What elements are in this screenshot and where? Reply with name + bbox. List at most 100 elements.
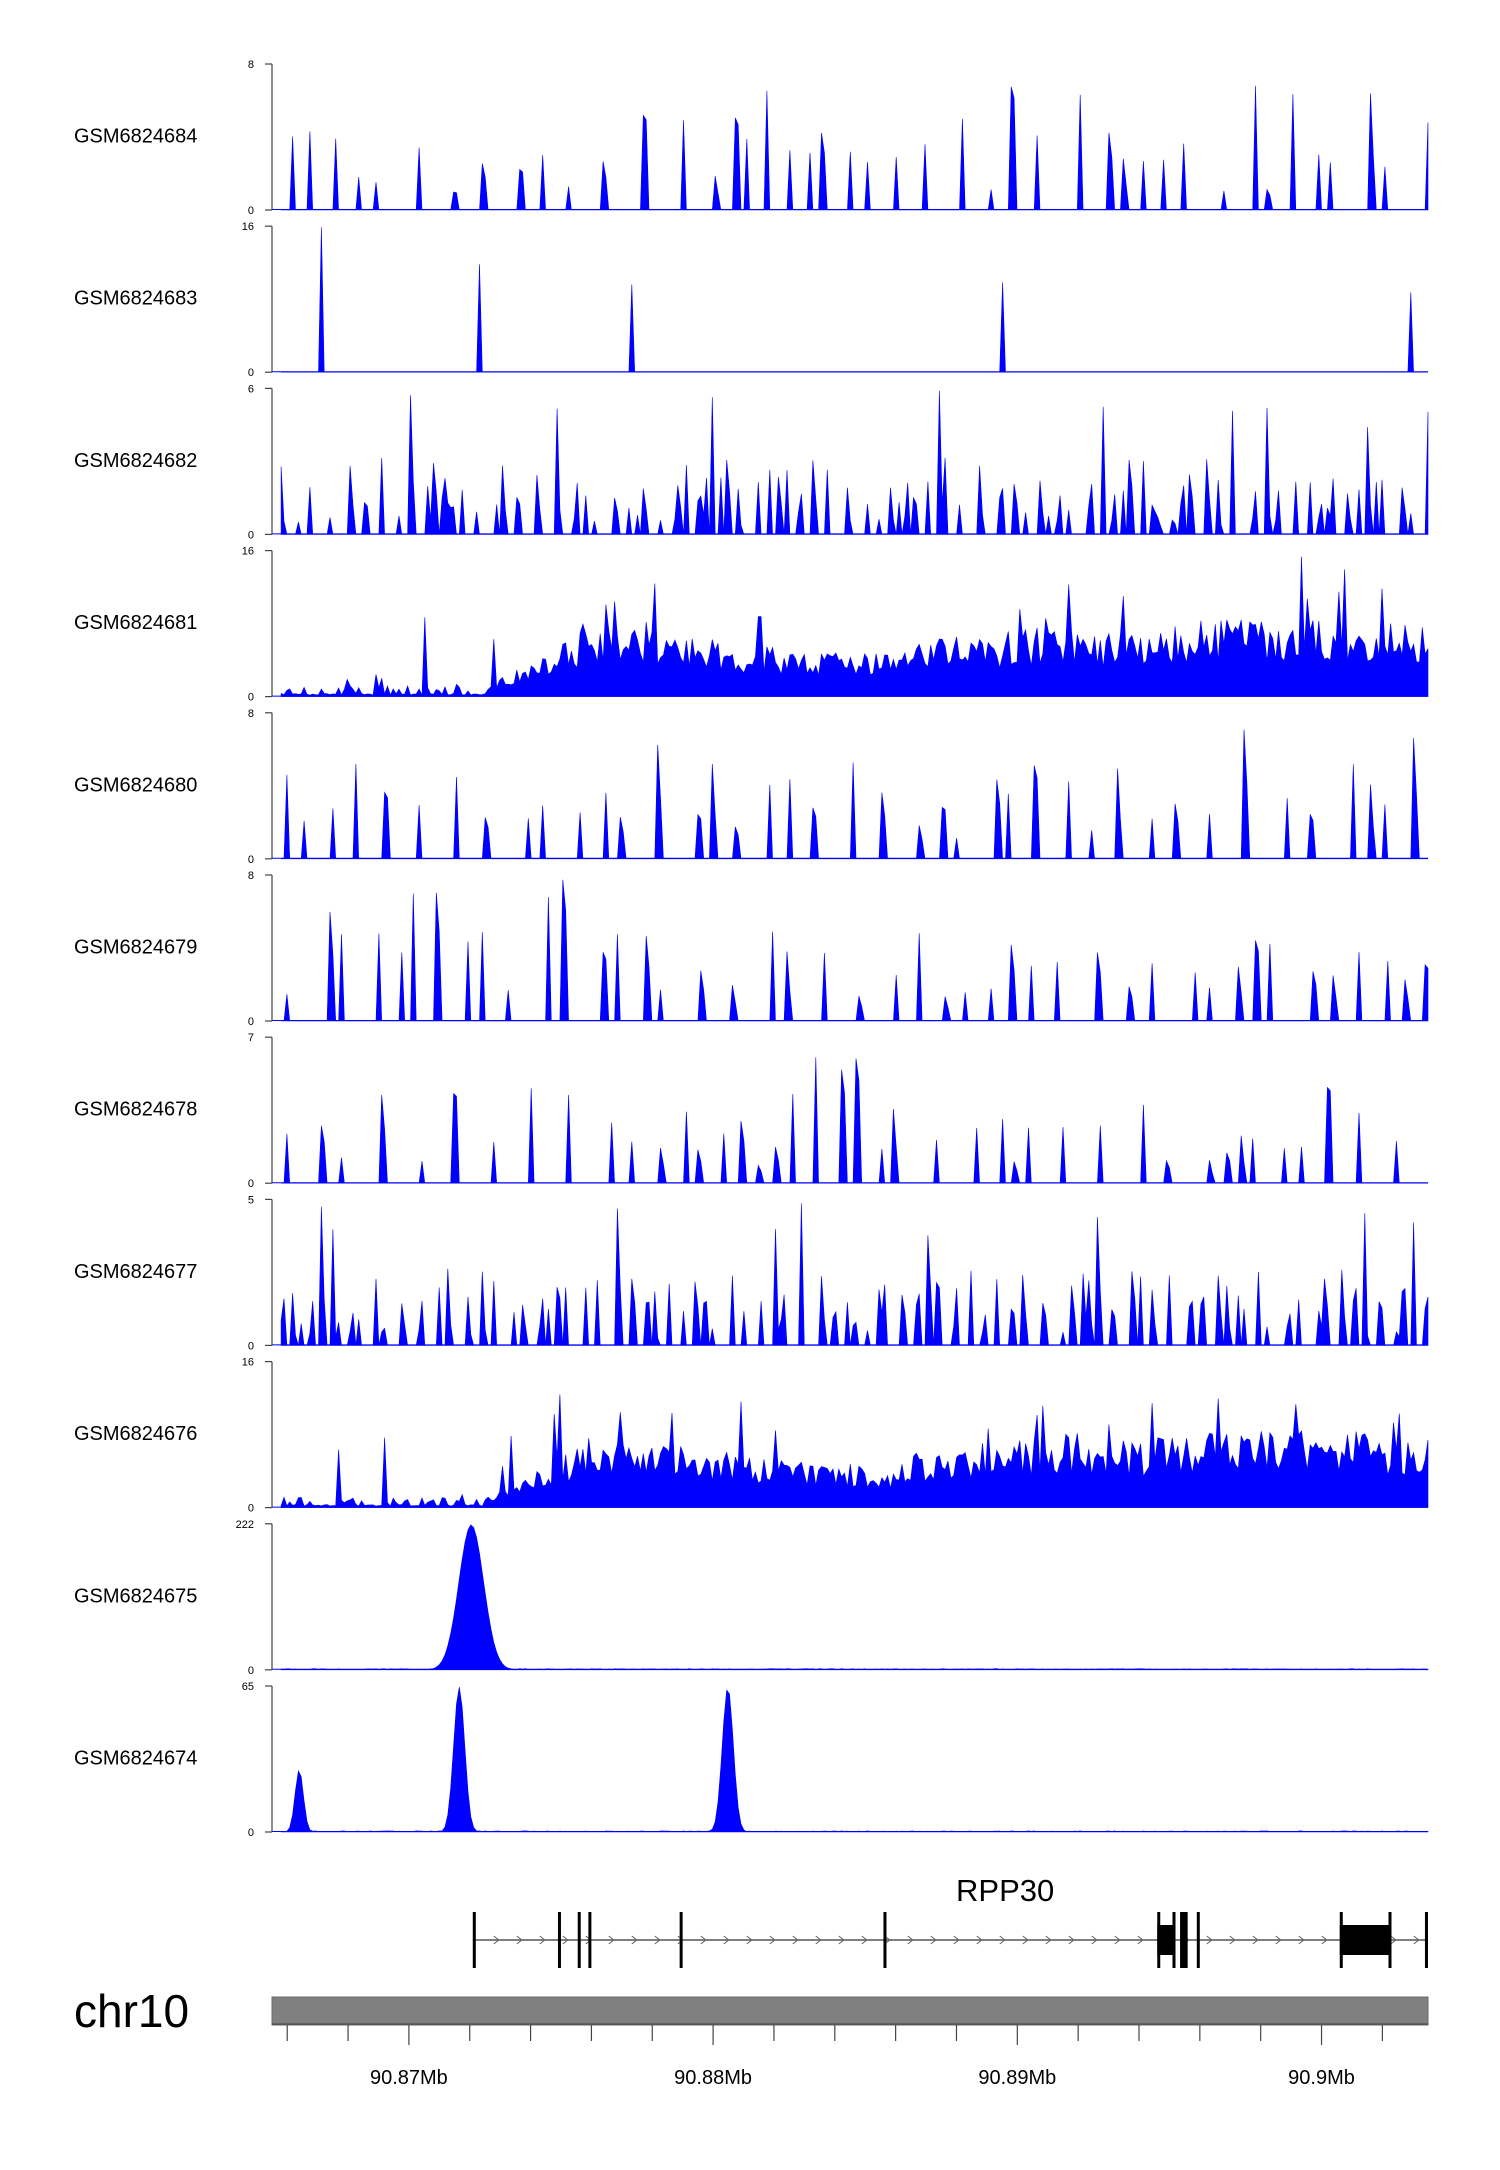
- strand-arrow: [1045, 1935, 1052, 1945]
- strand-arrow: [792, 1935, 799, 1945]
- coverage-area: [280, 390, 1429, 535]
- gene-name: RPP30: [956, 1873, 1054, 1908]
- track-label: GSM6824682: [74, 450, 197, 472]
- x-tick-label: 90.89Mb: [978, 2067, 1056, 2089]
- y-max-label: 65: [242, 1681, 254, 1693]
- strand-arrow: [677, 1935, 684, 1945]
- y-max-label: 16: [242, 221, 254, 233]
- y-min-label: 0: [248, 1178, 254, 1190]
- strand-arrow: [746, 1935, 753, 1945]
- strand-arrow: [1068, 1935, 1075, 1945]
- coverage-area: [281, 1057, 1428, 1184]
- strand-arrow: [1275, 1935, 1282, 1945]
- exon-edge: [1339, 1912, 1343, 1968]
- track-gsm6824683: GSM6824683 16 0: [74, 221, 1428, 379]
- track-label: GSM6824684: [74, 126, 197, 148]
- strand-arrow: [930, 1935, 937, 1945]
- strand-arrow: [1114, 1935, 1121, 1945]
- strand-arrow: [815, 1935, 822, 1945]
- coverage-area: [280, 1686, 1429, 1833]
- exon: [472, 1912, 476, 1968]
- coverage-area: [280, 1524, 1429, 1671]
- x-tick-label: 90.88Mb: [674, 2067, 752, 2089]
- strand-arrow: [700, 1935, 707, 1945]
- strand-arrow: [838, 1935, 845, 1945]
- coverage-area: [280, 1394, 1429, 1508]
- track-label: GSM6824683: [74, 288, 197, 310]
- y-min-label: 0: [248, 1016, 254, 1028]
- y-min-label: 0: [248, 529, 254, 541]
- track-gsm6824684: GSM6824684 8 0: [74, 59, 1429, 217]
- strand-arrow: [1229, 1935, 1236, 1945]
- exon: [679, 1912, 683, 1968]
- y-max-label: 5: [248, 1194, 254, 1206]
- x-tick-label: 90.87Mb: [370, 2067, 448, 2089]
- exon: [557, 1912, 561, 1968]
- y-min-label: 0: [248, 854, 254, 866]
- strand-arrow: [493, 1935, 500, 1945]
- y-min-label: 0: [248, 367, 254, 379]
- exon: [588, 1912, 592, 1968]
- y-min-label: 0: [248, 1827, 254, 1839]
- track-gsm6824674: GSM6824674 65 0: [74, 1681, 1429, 1839]
- track-label: GSM6824677: [74, 1261, 197, 1283]
- exon: [1180, 1912, 1188, 1968]
- coverage-area: [281, 729, 1428, 860]
- strand-arrow: [1390, 1935, 1397, 1945]
- strand-arrow: [654, 1935, 661, 1945]
- strand-arrow: [516, 1935, 523, 1945]
- y-max-label: 8: [248, 59, 254, 71]
- track-gsm6824679: GSM6824679 8 0: [74, 870, 1429, 1028]
- strand-arrow: [608, 1935, 615, 1945]
- coverage-tracks: GSM682468480GSM6824683160GSM682468260GSM…: [74, 59, 1429, 1839]
- track-label: GSM6824674: [74, 1748, 197, 1770]
- track-label: GSM6824678: [74, 1099, 197, 1121]
- strand-arrow: [907, 1935, 914, 1945]
- coverage-area: [280, 556, 1429, 697]
- y-min-label: 0: [248, 1340, 254, 1352]
- strand-arrow: [562, 1935, 569, 1945]
- strand-arrow: [999, 1935, 1006, 1945]
- track-label: GSM6824676: [74, 1423, 197, 1445]
- exon: [577, 1912, 581, 1968]
- exon-edge: [1157, 1912, 1161, 1968]
- exon: [1196, 1912, 1200, 1968]
- track-gsm6824676: GSM6824676 16 0: [74, 1357, 1429, 1515]
- track-gsm6824678: GSM6824678 7 0: [74, 1032, 1428, 1190]
- strand-arrow: [861, 1935, 868, 1945]
- y-min-label: 0: [248, 1503, 254, 1515]
- coverage-area: [280, 1203, 1429, 1346]
- y-max-label: 222: [236, 1519, 254, 1531]
- y-max-label: 6: [248, 383, 254, 395]
- strand-arrow: [723, 1935, 730, 1945]
- strand-arrow: [1091, 1935, 1098, 1945]
- track-gsm6824680: GSM6824680 8 0: [74, 708, 1428, 866]
- strand-arrow: [769, 1935, 776, 1945]
- track-label: GSM6824679: [74, 937, 197, 959]
- strand-arrow: [1298, 1935, 1305, 1945]
- track-gsm6824675: GSM6824675 222 0: [74, 1519, 1429, 1677]
- gene-track: RPP30: [472, 1873, 1428, 1968]
- strand-arrow: [1413, 1935, 1420, 1945]
- y-max-label: 16: [242, 1357, 254, 1369]
- exon: [1339, 1925, 1392, 1955]
- y-max-label: 16: [242, 546, 254, 558]
- chromosome-name: chr10: [74, 1985, 189, 2037]
- y-max-label: 8: [248, 708, 254, 720]
- strand-arrow: [1252, 1935, 1259, 1945]
- track-gsm6824682: GSM6824682 6 0: [74, 383, 1429, 541]
- exon: [1157, 1925, 1176, 1955]
- strand-arrow: [1321, 1935, 1328, 1945]
- chromosome-axis: chr10 90.87Mb 90.88Mb 90.89Mb 90.9Mb: [74, 1985, 1429, 2089]
- exon-edge: [1388, 1912, 1392, 1968]
- track-label: GSM6824681: [74, 612, 197, 634]
- y-min-label: 0: [248, 692, 254, 704]
- coverage-area: [281, 227, 1428, 373]
- track-label: GSM6824680: [74, 774, 197, 796]
- chromosome-bar: [271, 1996, 1429, 2026]
- y-max-label: 7: [248, 1032, 254, 1044]
- y-min-label: 0: [248, 205, 254, 217]
- strand-arrow: [539, 1935, 546, 1945]
- x-tick-label: 90.9Mb: [1288, 2067, 1355, 2089]
